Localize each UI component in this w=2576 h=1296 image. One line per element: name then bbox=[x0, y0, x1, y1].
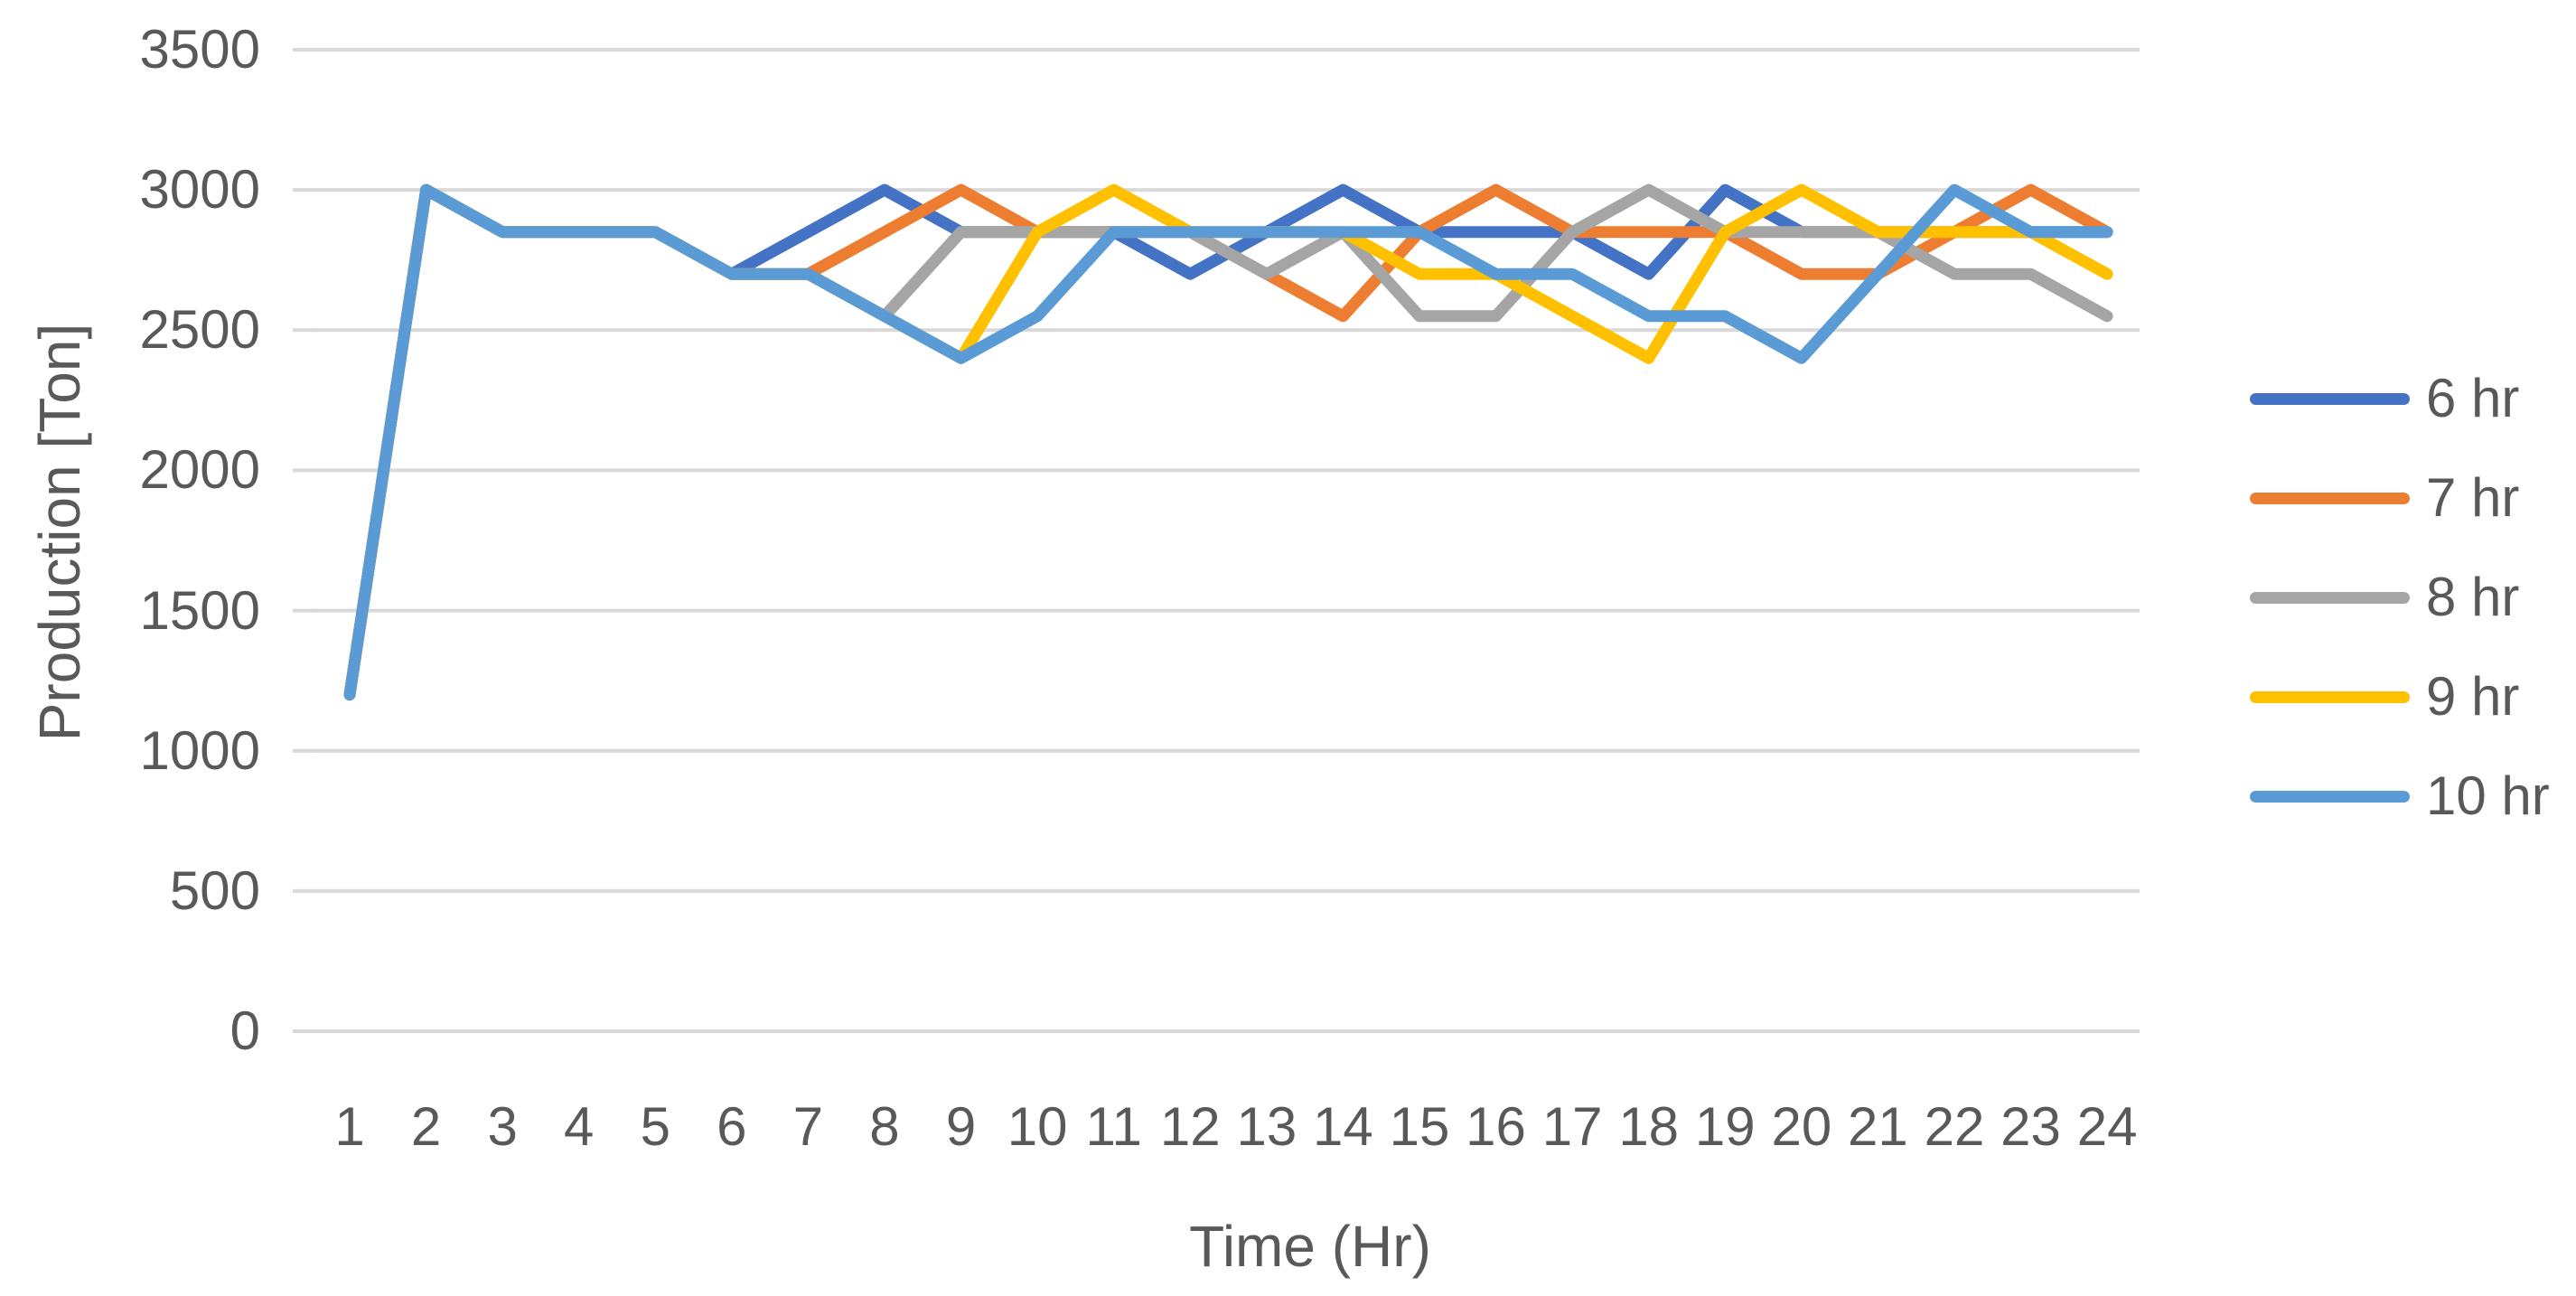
x-tick-label-16: 16 bbox=[1466, 1096, 1526, 1157]
x-tick-label-7: 7 bbox=[792, 1096, 824, 1157]
x-tick-label-4: 4 bbox=[564, 1096, 595, 1157]
x-tick-label-3: 3 bbox=[487, 1096, 518, 1157]
series-line-7-hr bbox=[343, 183, 2113, 701]
legend-item-9-hr: 9 hr bbox=[2250, 665, 2519, 728]
x-tick-label-24: 24 bbox=[2076, 1096, 2138, 1157]
x-tick-label-2: 2 bbox=[410, 1096, 442, 1157]
x-tick-label-9: 9 bbox=[945, 1096, 977, 1157]
x-tick-label-8: 8 bbox=[869, 1096, 900, 1157]
legend-swatch-9-hr bbox=[2250, 690, 2410, 703]
x-tick-label-12: 12 bbox=[1159, 1096, 1221, 1157]
series-line-8-hr bbox=[343, 183, 2113, 701]
x-axis-title: Time (Hr) bbox=[1189, 1214, 1431, 1279]
y-tick-label-500: 500 bbox=[169, 859, 260, 921]
y-tick-label-1000: 1000 bbox=[139, 719, 260, 781]
y-axis-title: Production [Ton] bbox=[27, 323, 92, 742]
legend-swatch-6-hr bbox=[2250, 392, 2410, 405]
legend-label-10-hr: 10 hr bbox=[2426, 765, 2550, 826]
series-line-9-hr bbox=[343, 183, 2113, 701]
legend-item-6-hr: 6 hr bbox=[2250, 367, 2519, 430]
x-tick-label-22: 22 bbox=[1924, 1096, 1985, 1157]
legend-label-9-hr: 9 hr bbox=[2426, 666, 2520, 727]
x-tick-label-21: 21 bbox=[1848, 1096, 1908, 1157]
x-tick-label-10: 10 bbox=[1007, 1096, 1068, 1157]
y-tick-label-3000: 3000 bbox=[139, 159, 260, 221]
y-tick-label-2000: 2000 bbox=[139, 439, 260, 501]
x-tick-label-11: 11 bbox=[1085, 1096, 1142, 1157]
legend-label-7-hr: 7 hr bbox=[2426, 467, 2520, 528]
legend-label-8-hr: 8 hr bbox=[2426, 567, 2520, 627]
y-tick-label-2500: 2500 bbox=[139, 299, 260, 361]
x-tick-label-6: 6 bbox=[717, 1096, 747, 1157]
x-tick-label-15: 15 bbox=[1389, 1096, 1450, 1157]
x-tick-label-1: 1 bbox=[334, 1096, 365, 1157]
y-tick-label-3500: 3500 bbox=[139, 19, 260, 80]
x-tick-label-19: 19 bbox=[1694, 1096, 1756, 1157]
x-tick-label-14: 14 bbox=[1313, 1096, 1373, 1157]
legend-swatch-8-hr bbox=[2250, 591, 2410, 604]
legend-item-10-hr: 10 hr bbox=[2250, 765, 2550, 828]
x-tick-label-20: 20 bbox=[1771, 1096, 1832, 1157]
x-tick-label-13: 13 bbox=[1236, 1096, 1297, 1157]
legend-swatch-7-hr bbox=[2250, 492, 2410, 504]
legend-label-6-hr: 6 hr bbox=[2426, 368, 2520, 428]
series-line-6-hr bbox=[343, 183, 2113, 701]
series-line-10-hr bbox=[343, 183, 2113, 701]
y-tick-label-0: 0 bbox=[229, 1000, 260, 1061]
legend-item-8-hr: 8 hr bbox=[2250, 566, 2519, 629]
legend-swatch-10-hr bbox=[2250, 790, 2410, 803]
x-tick-label-18: 18 bbox=[1618, 1096, 1680, 1157]
x-tick-label-5: 5 bbox=[640, 1096, 670, 1157]
legend-item-7-hr: 7 hr bbox=[2250, 466, 2519, 530]
y-tick-label-1500: 1500 bbox=[139, 579, 260, 641]
x-tick-label-23: 23 bbox=[2000, 1096, 2061, 1157]
x-tick-label-17: 17 bbox=[1541, 1096, 1603, 1157]
